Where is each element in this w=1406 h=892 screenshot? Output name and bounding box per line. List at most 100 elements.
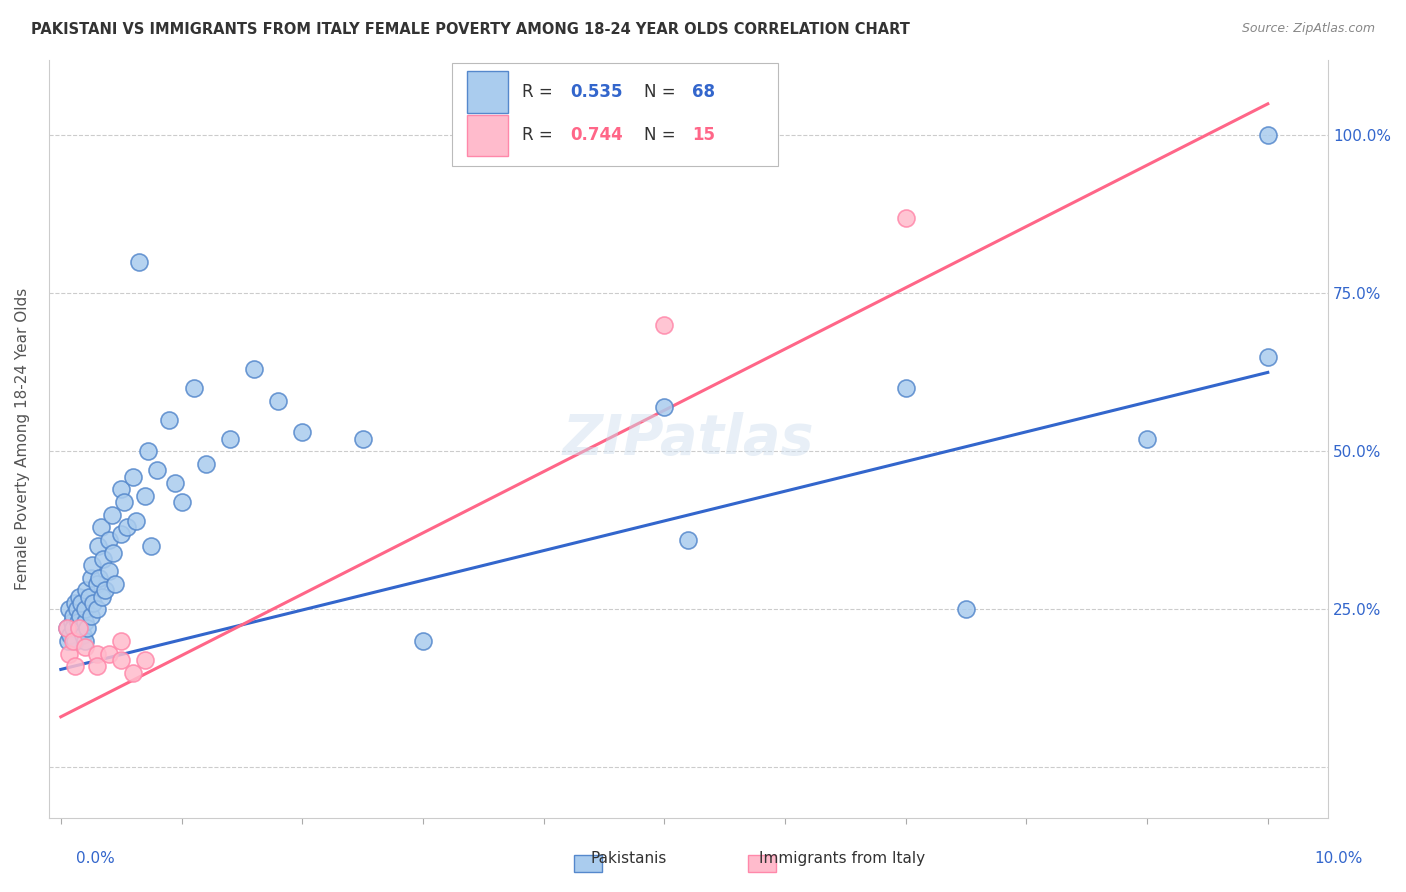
Point	[86, 602, 108, 616]
Point	[89, 571, 111, 585]
Point	[75, 583, 97, 598]
Point	[76, 621, 98, 635]
Point	[894, 211, 917, 225]
Text: ZIPatlas: ZIPatlas	[562, 412, 814, 466]
Text: N =: N =	[644, 83, 681, 101]
Point	[112, 495, 135, 509]
Point	[194, 457, 217, 471]
Point	[70, 596, 93, 610]
Point	[62, 608, 84, 623]
FancyBboxPatch shape	[451, 63, 778, 166]
Point	[87, 539, 110, 553]
Point	[98, 533, 121, 547]
Text: Source: ZipAtlas.com: Source: ZipAtlas.com	[1241, 22, 1375, 36]
Text: 0.0%: 0.0%	[76, 852, 115, 866]
Point	[72, 628, 94, 642]
Text: R =: R =	[522, 83, 558, 101]
Point	[110, 653, 132, 667]
Point	[73, 634, 96, 648]
Point	[91, 551, 114, 566]
Point	[94, 583, 117, 598]
Text: R =: R =	[522, 127, 558, 145]
Point	[146, 463, 169, 477]
Point	[69, 608, 91, 623]
Point	[65, 634, 87, 648]
Point	[77, 590, 100, 604]
Point	[110, 483, 132, 497]
Point	[652, 318, 675, 332]
Point	[134, 653, 156, 667]
Point	[122, 469, 145, 483]
FancyBboxPatch shape	[574, 855, 602, 872]
Point	[141, 539, 163, 553]
Point	[67, 621, 90, 635]
Point	[104, 577, 127, 591]
Text: PAKISTANI VS IMMIGRANTS FROM ITALY FEMALE POVERTY AMONG 18-24 YEAR OLDS CORRELAT: PAKISTANI VS IMMIGRANTS FROM ITALY FEMAL…	[31, 22, 910, 37]
Point	[67, 621, 90, 635]
Point	[56, 621, 79, 635]
Point	[98, 565, 121, 579]
Text: N =: N =	[644, 127, 681, 145]
Point	[62, 634, 84, 648]
Point	[115, 520, 138, 534]
FancyBboxPatch shape	[748, 855, 776, 872]
Point	[1257, 350, 1279, 364]
Point	[86, 647, 108, 661]
Point	[58, 647, 80, 661]
Point	[65, 659, 87, 673]
Point	[122, 665, 145, 680]
Text: 0.535: 0.535	[571, 83, 623, 101]
Text: Immigrants from Italy: Immigrants from Italy	[759, 852, 925, 866]
Point	[98, 647, 121, 661]
Point	[412, 634, 434, 648]
Point	[218, 432, 240, 446]
Point	[80, 571, 103, 585]
Point	[110, 526, 132, 541]
Point	[652, 400, 675, 414]
Point	[134, 489, 156, 503]
Point	[65, 596, 87, 610]
Point	[82, 558, 104, 573]
Point	[56, 621, 79, 635]
Point	[170, 495, 193, 509]
Point	[67, 590, 90, 604]
Point	[90, 590, 112, 604]
FancyBboxPatch shape	[467, 71, 508, 113]
Point	[65, 602, 87, 616]
Point	[124, 514, 146, 528]
Point	[80, 608, 103, 623]
Text: 10.0%: 10.0%	[1315, 852, 1362, 866]
Point	[165, 475, 187, 490]
Point	[73, 640, 96, 655]
Point	[243, 362, 266, 376]
Point	[86, 659, 108, 673]
Point	[90, 520, 112, 534]
Text: 0.744: 0.744	[571, 127, 623, 145]
Point	[62, 621, 84, 635]
Text: 68: 68	[692, 83, 716, 101]
Point	[66, 615, 89, 629]
Point	[183, 381, 205, 395]
Point	[136, 444, 159, 458]
Point	[73, 602, 96, 616]
Point	[1257, 128, 1279, 143]
Point	[955, 602, 977, 616]
Point	[82, 596, 104, 610]
Point	[86, 577, 108, 591]
Point	[159, 413, 181, 427]
Point	[56, 634, 79, 648]
Point	[1136, 432, 1159, 446]
Point	[267, 393, 290, 408]
Text: 15: 15	[692, 127, 716, 145]
Point	[110, 634, 132, 648]
Point	[678, 533, 700, 547]
FancyBboxPatch shape	[467, 114, 508, 156]
Y-axis label: Female Poverty Among 18-24 Year Olds: Female Poverty Among 18-24 Year Olds	[15, 287, 30, 590]
Point	[894, 381, 917, 395]
Text: Pakistanis: Pakistanis	[591, 852, 666, 866]
Point	[352, 432, 374, 446]
Point	[128, 255, 150, 269]
Point	[59, 628, 82, 642]
Point	[60, 615, 83, 629]
Point	[58, 602, 80, 616]
